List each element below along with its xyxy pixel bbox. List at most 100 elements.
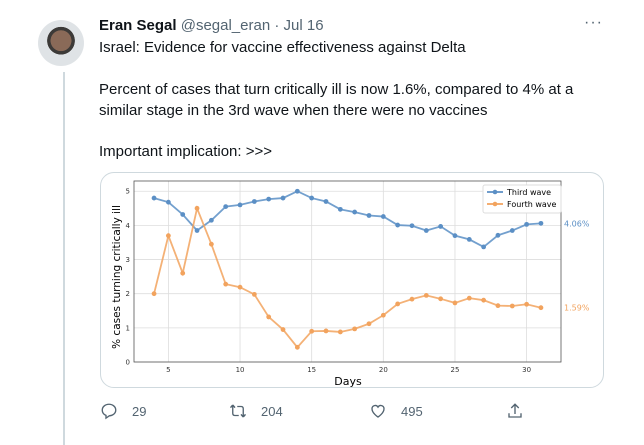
data-point [180, 270, 186, 276]
like-count: 495 [401, 403, 423, 419]
thread-line [63, 72, 65, 445]
y-tick-label: 3 [126, 256, 130, 264]
data-point [524, 221, 530, 227]
data-point [337, 329, 343, 335]
avatar[interactable] [38, 20, 84, 66]
x-tick-label: 10 [236, 366, 245, 374]
data-point [151, 291, 157, 297]
data-point [509, 303, 515, 309]
tweet-header: Eran Segal @segal_eran · Jul 16 [99, 17, 324, 34]
data-point [452, 233, 458, 239]
data-point [438, 224, 444, 229]
data-point [194, 205, 200, 211]
chart-image[interactable]: 5 10 15 20 25 30 0 1 2 3 4 5 4.06% 1.59% Days % case… [100, 172, 604, 388]
legend-label-third: Third wave [506, 188, 551, 197]
data-point [323, 328, 329, 334]
data-point [180, 212, 186, 217]
data-point [266, 314, 272, 320]
data-point [395, 301, 401, 307]
data-point [466, 295, 472, 301]
reply-button[interactable]: 29 [100, 402, 146, 420]
data-point [509, 228, 515, 233]
share-icon [508, 403, 522, 418]
data-point [280, 327, 286, 332]
data-point [165, 233, 171, 239]
x-tick-label: 5 [166, 366, 170, 374]
legend-marker [492, 201, 498, 207]
series-line-third-wave [153, 190, 542, 248]
legend-label-fourth: Fourth wave [507, 200, 557, 209]
data-point [366, 321, 372, 327]
retweet-icon [229, 404, 247, 418]
data-point [423, 293, 429, 298]
data-point [294, 188, 300, 194]
data-point [251, 291, 257, 297]
retweet-count: 204 [261, 403, 283, 419]
data-point [538, 220, 544, 226]
data-point [237, 284, 243, 290]
y-axis-label: % cases turning critically ill [111, 205, 123, 349]
share-button[interactable] [506, 402, 524, 420]
y-tick-label: 2 [126, 290, 130, 298]
tweet-text-line: Israel: Evidence for vaccine effectivene… [99, 39, 466, 56]
like-button[interactable]: 495 [369, 402, 423, 420]
x-tick-label: 15 [307, 366, 316, 374]
data-point [538, 305, 544, 311]
data-point [151, 195, 157, 201]
y-tick-label: 5 [126, 188, 130, 196]
data-point [266, 196, 272, 202]
data-point [438, 296, 444, 302]
data-point [323, 199, 329, 204]
x-tick-label: 30 [522, 366, 531, 374]
tweet-text-line: Percent of cases that turn critically il… [99, 81, 574, 98]
more-horizontal-icon[interactable]: ··· [584, 14, 603, 31]
data-point [495, 232, 501, 238]
end-value-label: 1.59% [564, 304, 590, 313]
x-tick-label: 25 [451, 366, 460, 374]
data-point [352, 209, 358, 215]
data-point [352, 326, 358, 332]
reply-icon [101, 403, 117, 420]
data-point [337, 206, 343, 212]
author-handle[interactable]: @segal_eran [180, 17, 271, 34]
author-name[interactable]: Eran Segal [99, 17, 177, 34]
data-point [524, 301, 530, 307]
data-point [194, 228, 200, 233]
data-point [495, 303, 501, 309]
data-point [309, 328, 315, 334]
data-point [165, 199, 171, 205]
data-point [251, 199, 257, 204]
data-point [294, 344, 300, 350]
data-point [237, 202, 243, 208]
data-point [423, 228, 429, 233]
y-tick-label: 4 [126, 222, 131, 230]
x-tick-label: 20 [379, 366, 388, 374]
data-point [481, 244, 487, 250]
data-point [309, 195, 315, 201]
legend-marker [492, 189, 498, 195]
tweet-text-line: Important implication: >>> [99, 143, 273, 160]
plot-frame [133, 180, 562, 363]
series-line-fourth-wave [153, 205, 542, 349]
data-point [380, 214, 386, 219]
tweet-date[interactable]: Jul 16 [283, 17, 324, 34]
tweet-text-line: similar stage in the 3rd wave when there… [99, 102, 488, 119]
legend: Third wave Fourth wave [482, 184, 562, 214]
end-value-label: 4.06% [564, 219, 590, 228]
heart-icon [371, 404, 385, 418]
data-point [208, 217, 214, 223]
separator: · [274, 17, 280, 34]
data-point [366, 213, 372, 218]
data-point [380, 312, 386, 318]
retweet-button[interactable]: 204 [229, 402, 283, 420]
data-point [280, 195, 286, 201]
data-point [409, 223, 415, 229]
data-point [452, 300, 458, 306]
data-point [481, 297, 487, 303]
y-tick-label: 0 [126, 359, 130, 367]
y-tick-label: 1 [126, 324, 130, 332]
data-point [208, 241, 214, 247]
line-chart: 5 10 15 20 25 30 0 1 2 3 4 5 4.06% 1.59% Days % case… [111, 180, 590, 387]
reply-count: 29 [132, 403, 147, 419]
data-point [223, 281, 229, 287]
